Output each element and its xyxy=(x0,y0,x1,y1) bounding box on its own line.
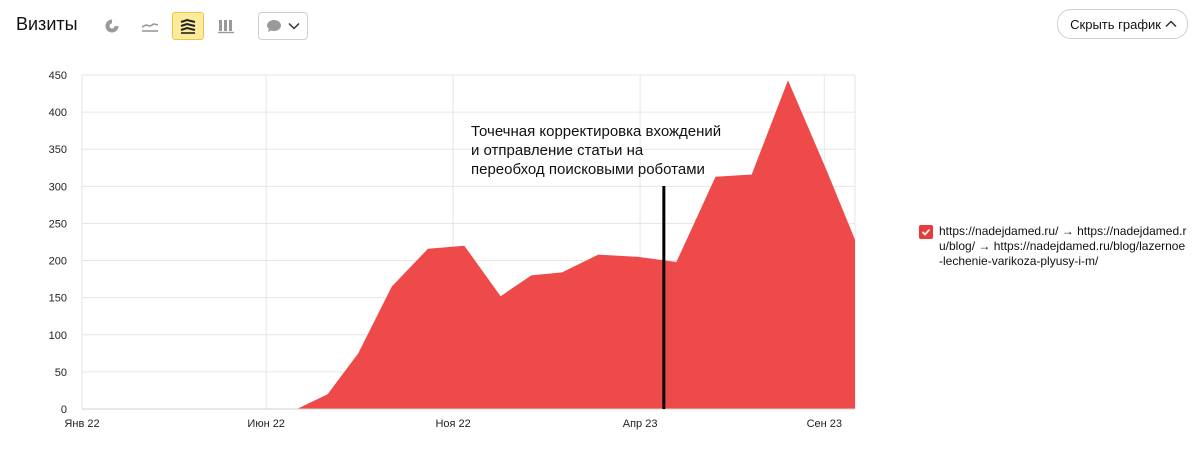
line-chart-icon xyxy=(141,23,159,32)
line-chart-button[interactable] xyxy=(134,12,166,40)
hide-chart-label: Скрыть график xyxy=(1070,16,1161,32)
legend-checkbox[interactable] xyxy=(919,225,933,239)
x-tick-label: Апр 23 xyxy=(623,418,658,430)
y-tick-label: 100 xyxy=(49,330,67,342)
y-tick-label: 50 xyxy=(55,367,67,379)
x-tick-label: Июн 22 xyxy=(247,418,285,430)
bar-chart-button[interactable] xyxy=(210,12,242,40)
y-tick-label: 0 xyxy=(61,404,67,416)
bar-chart-icon xyxy=(218,20,234,34)
y-tick-label: 300 xyxy=(49,181,67,193)
x-tick-label: Янв 22 xyxy=(64,418,99,430)
legend-item[interactable]: https://nadejdamed.ru/ → https://nadejda… xyxy=(919,224,1189,269)
checkmark-icon xyxy=(921,228,931,236)
chevron-down-icon xyxy=(288,22,300,30)
pie-chart-icon xyxy=(105,19,119,33)
pie-chart-button[interactable] xyxy=(96,12,128,40)
comments-dropdown[interactable] xyxy=(258,12,308,40)
x-tick-label: Ноя 22 xyxy=(435,418,470,430)
annotation-text: переобход поисковыми роботами xyxy=(471,161,705,178)
y-tick-label: 150 xyxy=(49,293,67,305)
area-chart-icon xyxy=(180,18,196,34)
series-area xyxy=(82,80,855,409)
area-chart-button[interactable] xyxy=(172,12,204,40)
x-tick-label: Сен 23 xyxy=(807,418,842,430)
comment-icon xyxy=(267,20,281,32)
y-tick-label: 250 xyxy=(49,218,67,230)
legend-label: https://nadejdamed.ru/ → https://nadejda… xyxy=(939,224,1187,268)
chevron-up-icon xyxy=(1165,20,1177,28)
page-title: Визиты xyxy=(16,14,78,34)
y-tick-label: 450 xyxy=(49,70,67,82)
hide-chart-button[interactable]: Скрыть график xyxy=(1057,9,1188,39)
annotation-text: Точечная корректировка вхождений xyxy=(471,123,721,140)
annotation-text: и отправление статьи на xyxy=(471,142,644,159)
y-tick-label: 350 xyxy=(49,144,67,156)
y-tick-label: 400 xyxy=(49,107,67,119)
y-tick-label: 200 xyxy=(49,256,67,268)
